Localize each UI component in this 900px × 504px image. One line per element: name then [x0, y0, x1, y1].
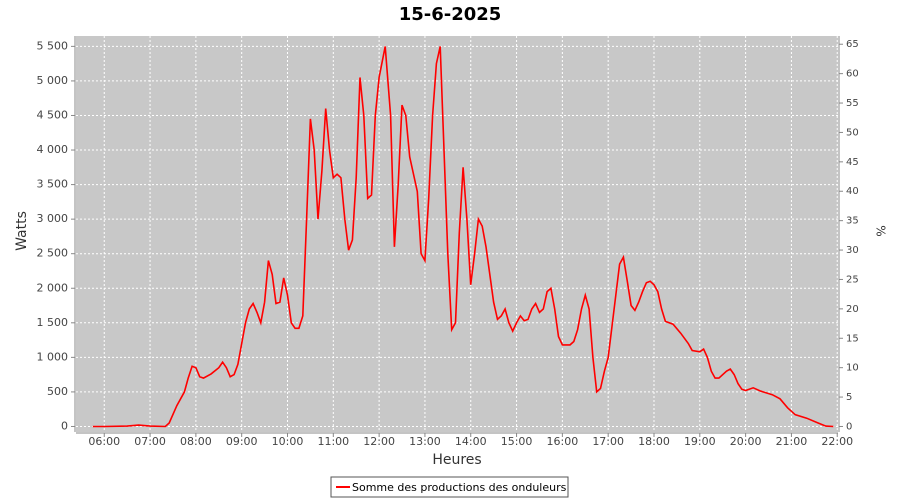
- y2-tick-label: 50: [846, 127, 859, 138]
- chart-title: 15-6-2025: [399, 4, 502, 25]
- y-tick-label: 0: [61, 419, 68, 432]
- y2-tick-label: 30: [846, 245, 859, 256]
- x-axis-label: Heures: [432, 452, 481, 468]
- x-tick-label: 08:00: [180, 435, 212, 448]
- y2-tick-label: 45: [846, 157, 859, 168]
- y-tick-label: 2 500: [37, 247, 69, 260]
- y-axis-label: Watts: [14, 211, 30, 251]
- y2-tick-label: 0: [846, 421, 852, 432]
- y-tick-label: 3 500: [37, 178, 69, 191]
- x-tick-label: 14:00: [455, 435, 487, 448]
- y-tick-label: 4 500: [37, 108, 69, 121]
- y2-axis-label: %: [874, 225, 888, 236]
- y2-tick-label: 65: [846, 39, 859, 50]
- y2-tick-label: 55: [846, 98, 859, 109]
- legend-label: Somme des productions des onduleurs: [352, 481, 567, 494]
- x-tick-label: 07:00: [134, 435, 166, 448]
- x-tick-label: 10:00: [272, 435, 304, 448]
- y2-tick-label: 35: [846, 216, 859, 227]
- y2-tick-label: 15: [846, 333, 859, 344]
- x-tick-label: 09:00: [226, 435, 258, 448]
- y-tick-label: 5 000: [37, 74, 69, 87]
- x-tick-label: 12:00: [363, 435, 395, 448]
- legend-box: [330, 476, 569, 498]
- x-tick-label: 22:00: [821, 435, 853, 448]
- x-tick-label: 18:00: [638, 435, 670, 448]
- x-tick-label: 13:00: [409, 435, 441, 448]
- y-tick-label: 5 500: [37, 39, 69, 52]
- y-tick-label: 1 500: [37, 316, 69, 329]
- x-tick-label: 16:00: [547, 435, 579, 448]
- y-tick-label: 1 000: [37, 350, 69, 363]
- y-tick-label: 500: [47, 385, 68, 398]
- y-tick-label: 4 000: [37, 143, 69, 156]
- y2-tick-label: 20: [846, 304, 859, 315]
- x-tick-label: 15:00: [501, 435, 533, 448]
- y2-tick-label: 5: [846, 392, 852, 403]
- y2-tick-label: 60: [846, 69, 859, 80]
- x-tick-label: 06:00: [88, 435, 120, 448]
- x-tick-label: 11:00: [317, 435, 349, 448]
- y2-tick-label: 25: [846, 274, 859, 285]
- y2-tick-label: 40: [846, 186, 859, 197]
- series-line: [92, 46, 834, 428]
- x-tick-label: 17:00: [592, 435, 624, 448]
- x-tick-label: 21:00: [776, 435, 808, 448]
- x-tick-label: 19:00: [684, 435, 716, 448]
- y2-tick-label: 10: [846, 363, 859, 374]
- y-tick-label: 3 000: [37, 212, 69, 225]
- x-tick-label: 20:00: [730, 435, 762, 448]
- plot-area: [76, 36, 838, 432]
- y-tick-label: 2 000: [37, 281, 69, 294]
